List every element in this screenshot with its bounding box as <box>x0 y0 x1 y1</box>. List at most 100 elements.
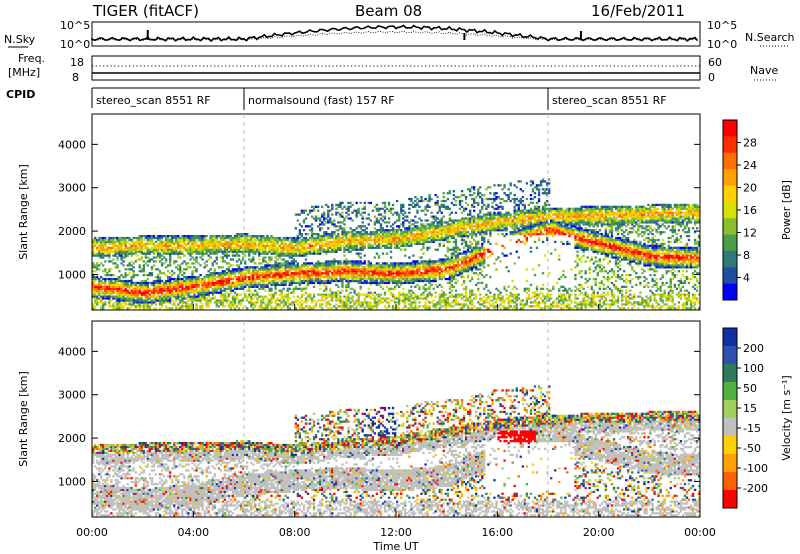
range-gate-cell <box>325 295 328 298</box>
range-gate-cell <box>217 299 221 302</box>
range-gate-cell <box>175 295 178 298</box>
range-gate-cell <box>436 264 439 267</box>
range-gate-cell <box>300 240 304 244</box>
range-gate-cell <box>270 240 273 244</box>
range-gate-cell <box>120 305 123 308</box>
range-gate-cell <box>284 260 287 263</box>
range-gate-cell <box>246 289 249 292</box>
range-gate-cell <box>185 264 188 267</box>
range-gate-cell <box>258 307 261 310</box>
range-gate-cell <box>96 301 99 304</box>
range-gate-cell <box>389 279 393 283</box>
range-gate-cell <box>357 231 360 234</box>
range-gate-cell <box>422 260 425 263</box>
range-gate-cell <box>337 225 340 228</box>
range-gate-cell <box>369 307 373 310</box>
range-gate-cell <box>160 246 164 249</box>
range-gate-cell <box>248 238 251 242</box>
range-gate-cell <box>377 268 381 271</box>
range-gate-cell <box>335 270 338 273</box>
range-gate-cell <box>410 281 413 285</box>
range-gate-cell <box>150 303 154 306</box>
range-gate-cell <box>165 301 168 304</box>
range-gate-cell <box>276 254 279 257</box>
range-gate-cell <box>191 291 194 294</box>
range-gate-cell <box>321 244 324 247</box>
range-gate-cell <box>217 235 221 238</box>
range-gate-cell <box>408 297 411 300</box>
range-gate-cell <box>456 274 460 277</box>
range-gate-cell <box>150 258 154 261</box>
range-gate-cell <box>286 272 289 275</box>
range-gate-cell <box>398 262 401 265</box>
range-gate-cell <box>136 291 139 294</box>
range-gate-cell <box>197 295 200 298</box>
range-gate-cell <box>426 246 429 249</box>
range-gate-cell <box>365 227 368 230</box>
range-gate-cell <box>248 301 251 304</box>
range-gate-cell <box>280 258 283 261</box>
range-gate-cell <box>262 283 265 287</box>
range-gate-cell <box>367 276 370 279</box>
range-gate-cell <box>361 305 364 308</box>
range-gate-cell <box>446 246 450 249</box>
range-gate-cell <box>379 279 383 283</box>
range-gate-cell <box>444 266 447 269</box>
range-gate-cell <box>173 291 176 294</box>
range-gate-cell <box>193 289 196 292</box>
range-gate-cell <box>130 295 133 298</box>
range-gate-cell <box>272 248 275 251</box>
range-gate-cell <box>363 231 366 234</box>
range-gate-cell <box>187 303 190 306</box>
range-gate-cell <box>124 268 127 271</box>
range-gate-cell <box>357 211 360 214</box>
range-gate-cell <box>314 250 318 253</box>
range-gate-cell <box>262 301 265 304</box>
range-gate-cell <box>458 295 462 298</box>
range-gate-cell <box>227 283 231 287</box>
range-gate-cell <box>276 283 279 287</box>
range-gate-cell <box>181 270 184 273</box>
range-gate-cell <box>177 297 180 300</box>
range-gate-cell <box>100 244 103 247</box>
range-gate-cell <box>327 240 330 244</box>
range-gate-cell <box>412 205 415 208</box>
range-gate-cell <box>270 272 273 275</box>
range-gate-cell <box>298 276 302 279</box>
range-gate-cell <box>252 244 255 247</box>
range-gate-cell <box>237 303 241 306</box>
range-gate-cell <box>134 274 137 277</box>
range-gate-cell <box>211 289 214 292</box>
range-gate-cell <box>394 297 397 300</box>
range-gate-cell <box>422 262 425 265</box>
range-gate-cell <box>432 305 435 308</box>
range-gate-cell <box>181 299 184 302</box>
range-gate-cell <box>167 283 170 287</box>
range-gate-cell <box>116 266 119 269</box>
range-gate-cell <box>290 238 293 242</box>
range-gate-cell <box>254 281 257 285</box>
range-gate-cell <box>116 252 119 255</box>
range-gate-cell <box>347 238 350 242</box>
range-gate-cell <box>373 268 377 271</box>
range-gate-cell <box>244 268 247 271</box>
range-gate-cell <box>377 246 381 249</box>
range-gate-cell <box>205 276 208 279</box>
range-gate-cell <box>428 270 431 273</box>
range-gate-cell <box>357 254 360 257</box>
range-gate-cell <box>361 272 364 275</box>
range-gate-cell <box>452 219 456 222</box>
range-gate-cell <box>300 233 304 236</box>
range-gate-cell <box>203 246 206 249</box>
range-gate-cell <box>205 274 208 277</box>
range-gate-cell <box>94 270 97 273</box>
range-gate-cell <box>112 305 115 308</box>
range-gate-cell <box>272 250 275 253</box>
range-gate-cell <box>203 276 206 279</box>
range-gate-cell <box>239 287 243 290</box>
range-gate-cell <box>130 277 133 281</box>
range-gate-cell <box>357 248 360 251</box>
range-gate-cell <box>430 221 433 224</box>
range-gate-cell <box>199 293 202 296</box>
range-gate-cell <box>272 268 275 271</box>
